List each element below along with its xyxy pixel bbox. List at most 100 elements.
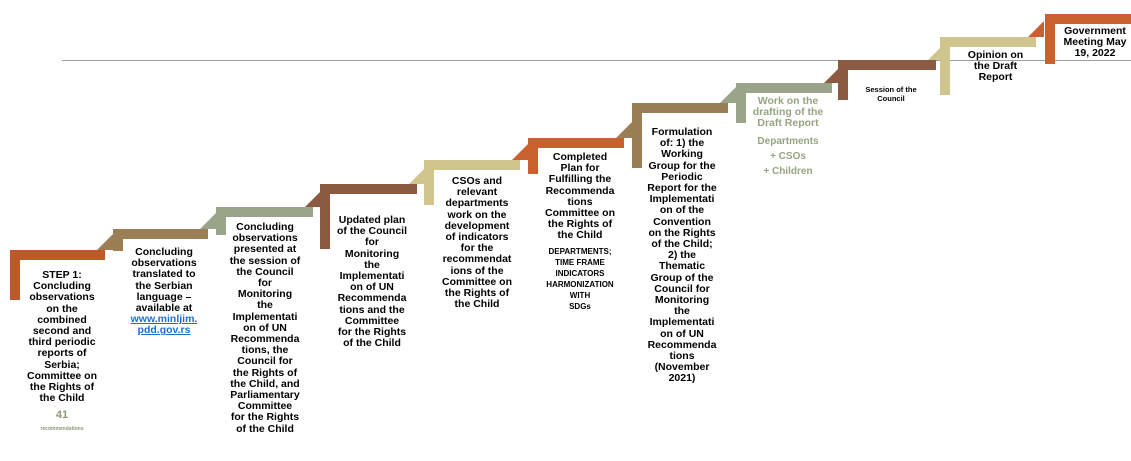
- step-5-line: Committee on: [441, 275, 512, 288]
- step-8-subitem: Departments: [757, 135, 819, 147]
- step-5-arrow-tip: [512, 144, 528, 160]
- step-6-subitem: SDGs: [569, 301, 591, 311]
- step-7-line: Monitoring: [654, 294, 710, 307]
- step-3-line: Committee: [237, 400, 293, 413]
- step-4-bar-horizontal: [320, 184, 417, 194]
- step-9-bar-horizontal: [838, 60, 936, 70]
- step-11-line: Government: [1064, 25, 1126, 37]
- step-3-line: observations: [232, 232, 298, 245]
- step-5-label: CSOs and relevant departments work on the de…: [427, 175, 527, 311]
- step-5-line: of indicators: [445, 231, 509, 244]
- step-5-line: relevant: [456, 186, 498, 199]
- step-11-bar-vertical: [1045, 14, 1055, 64]
- step-1-bar-vertical: [10, 250, 20, 300]
- step-2-arrow-tip: [200, 213, 216, 229]
- step-5-line: recommendat: [442, 253, 512, 266]
- step-10-bar-vertical: [940, 37, 950, 95]
- step-3-line: the: [257, 299, 273, 312]
- step-4-line: of the Child: [343, 337, 401, 350]
- step-6-bar-horizontal: [528, 138, 624, 148]
- recommendations-label: recommendations: [40, 425, 84, 432]
- step-2-line: language –: [136, 290, 192, 303]
- step-3-line: the session of: [229, 254, 301, 267]
- step-11-line: 19, 2022: [1074, 47, 1116, 60]
- step-3-line: tions, the: [241, 344, 289, 357]
- step-4-bar-vertical: [320, 184, 330, 249]
- step-4-line: of the Council: [337, 225, 407, 238]
- step-6-line: the Rights of: [547, 218, 613, 231]
- step-4-line: Monitoring: [344, 247, 400, 260]
- step-8-label: Work on the drafting of the Draft Report De…: [737, 95, 839, 179]
- step-4-line: for: [365, 236, 379, 249]
- step-8-subitem: + CSOs: [770, 150, 806, 162]
- step-2-line: available at: [135, 302, 193, 315]
- step-3-line: of the Child: [236, 422, 294, 435]
- step-4-line: tions and the: [339, 303, 405, 316]
- step-6-line: Fulfilling the: [548, 173, 612, 186]
- step-1-line: observations: [29, 291, 95, 304]
- step-6-subitem: WITH: [569, 290, 591, 300]
- step-7-bar-vertical: [632, 103, 642, 168]
- step-10-arrow-tip: [1028, 21, 1044, 37]
- step-5-line: the Rights of: [444, 287, 510, 300]
- step-1-line: Committee on: [26, 369, 97, 382]
- step-7-line: 2) the: [667, 249, 696, 262]
- step-3-line: on of UN: [243, 321, 287, 334]
- step-7-line: Report for the: [647, 182, 717, 195]
- step-4-line: for the Rights: [337, 326, 407, 339]
- step-3-line: Concluding: [236, 221, 294, 233]
- step-7-line: Implementati: [649, 193, 715, 206]
- step-2-line: observations: [131, 257, 197, 270]
- step-7-line: on of UN: [660, 327, 704, 340]
- step-8-line: Draft Report: [757, 117, 819, 130]
- step-2-label: Concluding observations translated to the S…: [115, 246, 213, 337]
- step-2-line: the Serbian: [135, 279, 193, 292]
- step-2-line: Concluding: [135, 246, 193, 258]
- step-1-line: Serbia;: [44, 358, 80, 371]
- ministry-website-link[interactable]: www.minljim. pdd.gov.rs: [130, 313, 198, 337]
- step-4-line: the: [364, 258, 380, 271]
- step-6-line: tions: [567, 195, 593, 208]
- step-7-line: on the Rights: [648, 226, 716, 239]
- step-7-line: Recommenda: [647, 338, 717, 351]
- step-2-bar-horizontal: [113, 229, 208, 239]
- step-9-line: Session of the: [865, 85, 917, 94]
- step-5-line: for the: [460, 242, 494, 255]
- step-10-bar-horizontal: [940, 37, 1036, 47]
- step-1-line: second and: [32, 325, 92, 338]
- step-5-line: CSOs and: [451, 175, 503, 187]
- step-7-line: of the Child;: [651, 238, 713, 251]
- step-1-line: on the: [46, 302, 78, 315]
- step-4-label: Updated plan of the Council for Monitoring t…: [322, 214, 422, 350]
- step-3-label: Concluding observations presented at the se…: [215, 221, 315, 435]
- step-7-line: Working: [661, 148, 703, 161]
- step-3-bar-vertical: [216, 207, 226, 235]
- step-6-subitem: DEPARTMENTS;: [548, 246, 612, 256]
- step-5-line: the Child: [454, 298, 500, 311]
- step-3-line: the Rights of: [232, 366, 298, 379]
- step-11-bar-horizontal: [1045, 14, 1131, 24]
- step-3-line: Implementati: [232, 310, 298, 323]
- step-1-line: third periodic: [28, 336, 96, 349]
- step-10-label: Opinion on the Draft Report: [948, 49, 1043, 84]
- step-6-subitem: HARMONIZATION: [546, 279, 614, 289]
- step-2-line: translated to: [132, 268, 196, 281]
- step-1-line: Concluding: [33, 280, 91, 293]
- step-7-line: on of the: [659, 204, 705, 217]
- step-6-line: Recommenda: [545, 184, 615, 197]
- step-7-line: Thematic: [658, 260, 706, 273]
- step-7-line: Formulation: [651, 126, 713, 138]
- step-10-line: Report: [978, 71, 1013, 84]
- step-7-line: Group for the: [648, 159, 716, 172]
- step-1-line: reports of: [37, 347, 87, 360]
- step-4-line: on of UN: [350, 281, 394, 294]
- step-7-line: 2021): [668, 372, 696, 385]
- step-3-line: Recommenda: [230, 333, 300, 346]
- step-5-line: ions of the: [450, 264, 504, 277]
- step-7-line: (November: [654, 361, 710, 374]
- step-7-line: Periodic: [661, 170, 703, 183]
- step-9-label: Session of the Council: [842, 85, 940, 103]
- step-7-line: tions: [669, 350, 695, 363]
- step-6-subitem: TIME FRAME: [555, 257, 605, 267]
- step-3-bar-horizontal: [216, 207, 313, 217]
